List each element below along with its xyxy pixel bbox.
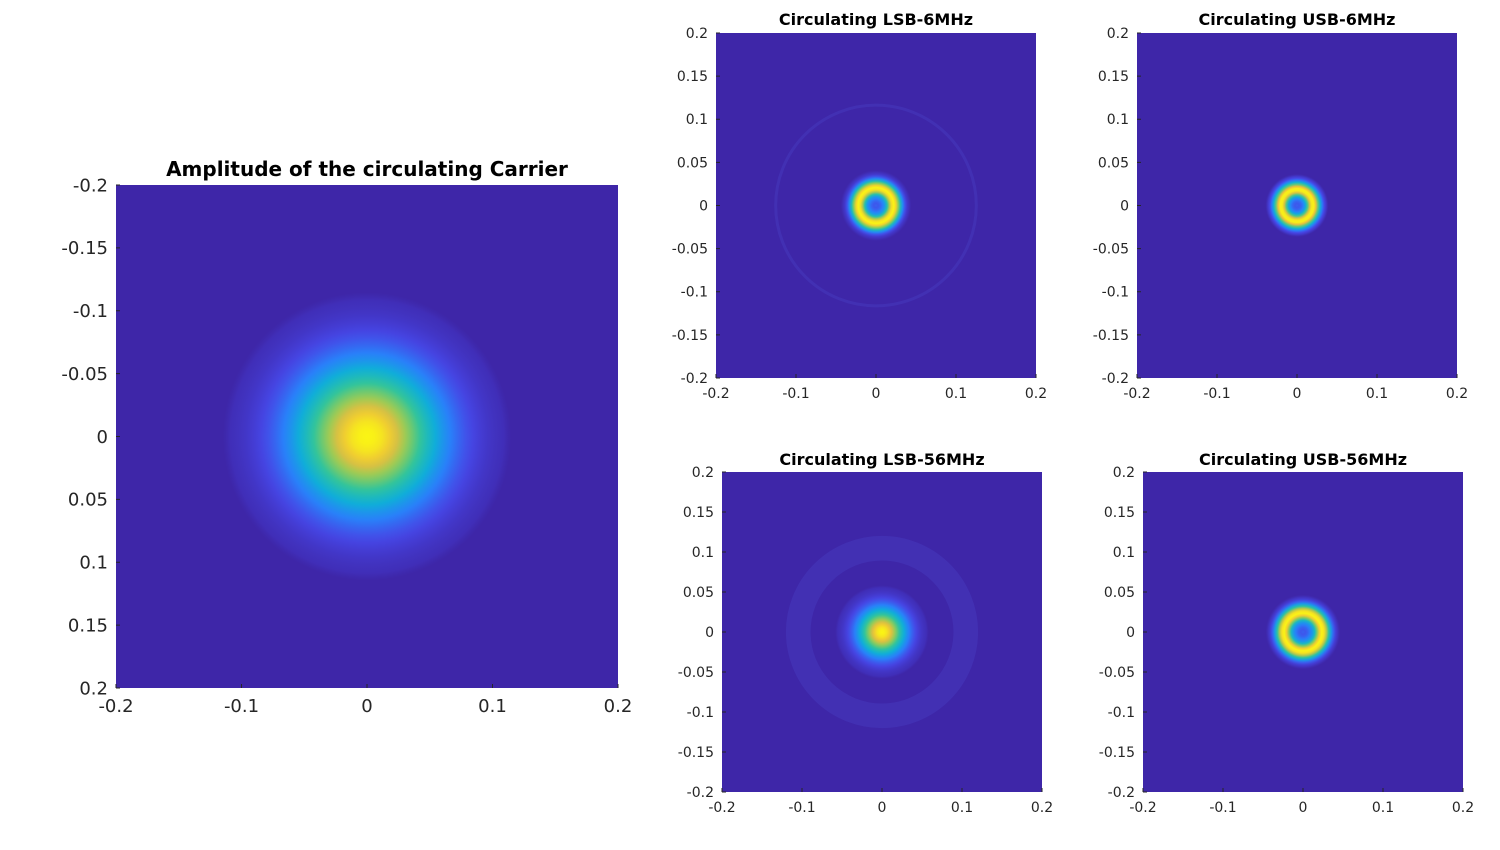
y-tick-label: -0.05: [1099, 665, 1135, 681]
y-tick-label: -0.1: [73, 301, 108, 322]
x-tick-label: 0.2: [1025, 386, 1047, 402]
y-tick-label: 0.05: [1098, 155, 1129, 171]
x-tick-label: 0.1: [478, 696, 507, 717]
beam-intensity: [809, 138, 943, 273]
x-tick-label: 0.2: [604, 696, 633, 717]
x-tick-label: -0.2: [98, 696, 133, 717]
y-tick-label: 0: [97, 427, 108, 448]
y-tick-label: 0: [699, 198, 708, 214]
x-tick-label: 0.2: [1031, 800, 1053, 816]
x-tick-label: -0.2: [708, 800, 735, 816]
y-tick-label: 0.1: [1107, 112, 1129, 128]
y-tick-label: -0.2: [681, 371, 708, 387]
y-tick-label: 0.1: [692, 545, 714, 561]
y-tick-label: 0.2: [686, 26, 708, 42]
y-tick-label: -0.05: [61, 364, 108, 385]
y-tick-label: -0.05: [678, 665, 714, 681]
panel-title: Circulating USB-56MHz: [1199, 450, 1407, 469]
beam-intensity: [1232, 561, 1374, 703]
y-tick-label: 0.15: [1104, 505, 1135, 521]
y-tick-label: -0.2: [687, 785, 714, 801]
beam-intensity: [215, 284, 519, 589]
panel-title: Circulating USB-6MHz: [1199, 10, 1396, 29]
y-tick-label: 0: [1126, 625, 1135, 641]
panel-usb-6mhz: Circulating USB-6MHz -0.2 -0.1 0 0.1 0.2 0.2 0.…: [1093, 10, 1468, 402]
y-tick-label: -0.15: [672, 328, 708, 344]
x-tick-label: -0.1: [782, 386, 809, 402]
y-tick-label: -0.1: [1102, 285, 1129, 301]
beam-intensity: [832, 582, 932, 682]
y-tick-label: -0.1: [681, 285, 708, 301]
y-tick-label: 0.05: [683, 585, 714, 601]
y-tick-label: 0.05: [677, 155, 708, 171]
y-tick-label: 0.15: [1098, 69, 1129, 85]
x-tick-label: -0.2: [1123, 386, 1150, 402]
y-tick-label: 0.1: [1113, 545, 1135, 561]
y-tick-label: -0.2: [1102, 371, 1129, 387]
x-tick-label: 0.2: [1452, 800, 1474, 816]
x-tick-label: -0.1: [1203, 386, 1230, 402]
x-tick-label: -0.1: [788, 800, 815, 816]
y-tick-label: 0.2: [1113, 465, 1135, 481]
y-tick-label: 0.15: [677, 69, 708, 85]
x-tick-label: -0.2: [702, 386, 729, 402]
x-tick-label: 0: [361, 696, 372, 717]
y-tick-label: 0.1: [686, 112, 708, 128]
x-tick-label: -0.1: [224, 696, 259, 717]
y-tick-label: -0.05: [1093, 242, 1129, 258]
x-tick-label: 0: [878, 800, 887, 816]
panel-usb-56mhz: Circulating USB-56MHz -0.2 -0.1 0 0.1 0.2 0.2 0…: [1099, 450, 1474, 816]
x-tick-label: 0.1: [951, 800, 973, 816]
x-tick-label: 0.1: [1372, 800, 1394, 816]
y-tick-label: 0.1: [79, 553, 108, 574]
x-tick-label: 0: [1293, 386, 1302, 402]
panel-title: Circulating LSB-56MHz: [779, 450, 984, 469]
y-tick-label: 0.2: [79, 678, 108, 699]
x-tick-label: -0.1: [1209, 800, 1236, 816]
y-tick-label: -0.15: [1093, 328, 1129, 344]
y-tick-label: 0.2: [1107, 26, 1129, 42]
y-tick-label: 0.15: [68, 615, 108, 636]
panel-title: Amplitude of the circulating Carrier: [166, 157, 568, 181]
y-tick-label: -0.2: [73, 175, 108, 196]
y-tick-label: -0.2: [1108, 785, 1135, 801]
y-tick-label: -0.1: [687, 705, 714, 721]
y-tick-label: 0: [705, 625, 714, 641]
y-tick-label: -0.15: [678, 745, 714, 761]
y-tick-label: -0.05: [672, 242, 708, 258]
x-tick-label: 0.1: [945, 386, 967, 402]
x-tick-label: 0: [1299, 800, 1308, 816]
y-tick-label: 0.15: [683, 505, 714, 521]
y-tick-label: -0.15: [61, 238, 108, 259]
x-tick-label: 0.2: [1446, 386, 1468, 402]
x-tick-label: -0.2: [1129, 800, 1156, 816]
x-tick-label: 0.1: [1366, 386, 1388, 402]
panel-main: Amplitude of the circulating Carrier -0.2…: [61, 157, 632, 717]
y-tick-label: 0.05: [68, 490, 108, 511]
x-tick-label: 0: [872, 386, 881, 402]
y-tick-label: -0.1: [1108, 705, 1135, 721]
outer-halo: [774, 103, 978, 308]
y-tick-label: 0.05: [1104, 585, 1135, 601]
y-tick-label: -0.15: [1099, 745, 1135, 761]
y-tick-label: 0.2: [692, 465, 714, 481]
beam-intensity: [1233, 142, 1361, 269]
y-tick-label: 0: [1120, 198, 1129, 214]
outer-halo: [785, 535, 979, 729]
panel-title: Circulating LSB-6MHz: [779, 10, 973, 29]
panel-lsb-6mhz: Circulating LSB-6MHz -0.2 -0.1 0 0.1 0.2 0.2 0.…: [672, 10, 1047, 402]
panel-lsb-56mhz: Circulating LSB-56MHz -0.2 -0.1 0 0.1 0.2 0.2 0…: [678, 450, 1053, 816]
